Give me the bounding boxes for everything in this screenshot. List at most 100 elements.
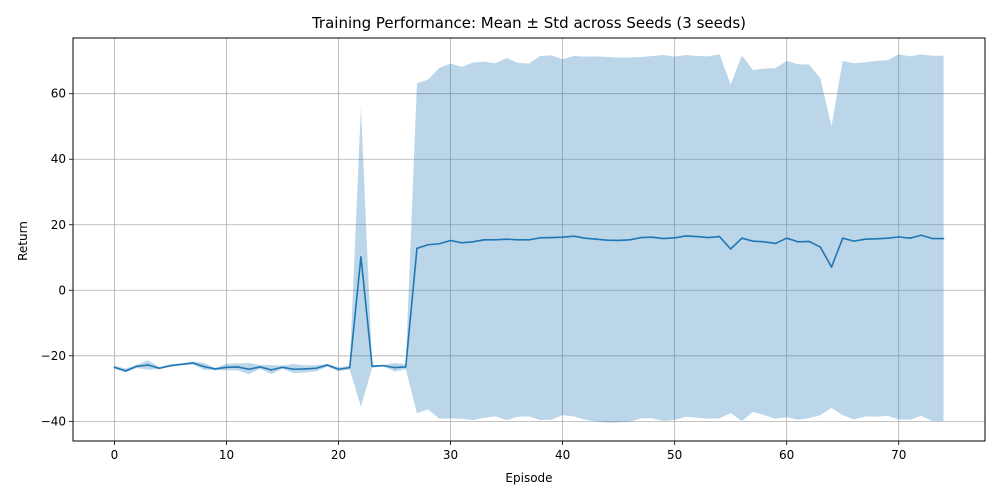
data-point bbox=[629, 239, 631, 241]
data-point bbox=[393, 366, 396, 369]
data-point bbox=[203, 365, 205, 368]
data-point bbox=[438, 242, 441, 245]
y-axis-ticks: −40 −20 0 20 40 60 bbox=[41, 87, 73, 428]
data-point bbox=[741, 237, 743, 239]
x-axis-ticks: 0 10 20 30 40 50 60 70 bbox=[111, 441, 906, 462]
data-point bbox=[785, 237, 788, 239]
data-point bbox=[449, 239, 452, 242]
data-point bbox=[617, 239, 620, 242]
data-point bbox=[404, 366, 407, 368]
data-point bbox=[707, 236, 710, 239]
data-point bbox=[348, 366, 351, 369]
data-point bbox=[360, 256, 362, 258]
data-point bbox=[169, 364, 172, 367]
data-point bbox=[494, 239, 497, 241]
data-point bbox=[718, 235, 721, 238]
data-point bbox=[304, 368, 306, 370]
data-point bbox=[662, 237, 665, 240]
x-tick-label: 70 bbox=[891, 448, 906, 462]
data-point bbox=[292, 368, 295, 371]
chart-title: Training Performance: Mean ± Std across … bbox=[311, 14, 746, 32]
x-tick-label: 50 bbox=[667, 448, 682, 462]
y-tick-label: 0 bbox=[58, 283, 66, 297]
data-point bbox=[225, 366, 228, 369]
x-tick-label: 0 bbox=[111, 448, 119, 462]
data-point bbox=[180, 363, 183, 366]
data-point bbox=[517, 239, 519, 241]
x-tick-label: 30 bbox=[443, 448, 458, 462]
data-point bbox=[830, 266, 833, 268]
grid-lines bbox=[73, 38, 985, 441]
data-point bbox=[550, 236, 553, 239]
data-point bbox=[651, 236, 654, 239]
data-point bbox=[886, 237, 889, 239]
data-point bbox=[752, 240, 754, 242]
data-point bbox=[920, 234, 922, 237]
data-point bbox=[685, 235, 687, 237]
data-point bbox=[897, 236, 900, 238]
y-tick-label: −40 bbox=[41, 414, 66, 428]
data-point bbox=[561, 236, 564, 239]
data-point bbox=[460, 241, 463, 244]
data-point bbox=[427, 243, 429, 246]
data-point bbox=[819, 246, 822, 248]
data-point bbox=[416, 247, 418, 250]
std-band bbox=[114, 54, 944, 423]
y-tick-label: 40 bbox=[51, 152, 66, 166]
data-point bbox=[259, 366, 261, 368]
data-point bbox=[270, 369, 273, 371]
data-point bbox=[573, 235, 575, 238]
data-point bbox=[696, 235, 698, 238]
y-axis-label: Return bbox=[16, 221, 30, 261]
y-tick-label: 20 bbox=[51, 218, 66, 232]
data-point bbox=[326, 364, 329, 366]
data-point bbox=[382, 364, 385, 367]
data-point bbox=[281, 366, 284, 369]
std-band-layer bbox=[114, 54, 944, 423]
data-point bbox=[214, 368, 217, 370]
data-point bbox=[763, 240, 766, 243]
data-point bbox=[315, 367, 317, 370]
data-point bbox=[528, 239, 530, 241]
data-point bbox=[472, 240, 474, 243]
data-point bbox=[909, 237, 911, 239]
data-point bbox=[483, 239, 485, 241]
data-point bbox=[371, 365, 373, 368]
data-point bbox=[158, 367, 161, 370]
data-point bbox=[774, 242, 777, 245]
data-point bbox=[595, 238, 598, 240]
data-point bbox=[729, 248, 732, 250]
data-points-layer bbox=[113, 234, 945, 372]
data-point bbox=[864, 238, 866, 240]
x-tick-label: 60 bbox=[779, 448, 794, 462]
data-point bbox=[505, 238, 508, 240]
data-point bbox=[673, 237, 676, 239]
data-point bbox=[853, 240, 855, 242]
x-tick-label: 10 bbox=[219, 448, 234, 462]
x-tick-label: 40 bbox=[555, 448, 570, 462]
data-point bbox=[841, 237, 844, 239]
data-point bbox=[113, 366, 116, 369]
plot-frame bbox=[72, 37, 986, 442]
data-point bbox=[539, 237, 541, 239]
data-point bbox=[808, 240, 810, 243]
y-tick-label: 60 bbox=[51, 87, 66, 101]
data-point bbox=[236, 366, 239, 368]
x-axis-label: Episode bbox=[505, 471, 552, 485]
x-tick-label: 20 bbox=[331, 448, 346, 462]
data-point bbox=[584, 237, 586, 239]
data-point bbox=[875, 238, 878, 240]
data-point bbox=[640, 236, 642, 239]
data-point bbox=[147, 364, 149, 366]
data-point bbox=[337, 368, 340, 371]
data-point bbox=[192, 362, 194, 364]
data-point bbox=[136, 365, 138, 368]
data-point bbox=[248, 368, 250, 371]
data-point bbox=[931, 237, 934, 240]
y-tick-label: −20 bbox=[41, 349, 66, 363]
data-point bbox=[606, 239, 609, 241]
data-point bbox=[124, 370, 127, 372]
data-point bbox=[942, 237, 945, 240]
